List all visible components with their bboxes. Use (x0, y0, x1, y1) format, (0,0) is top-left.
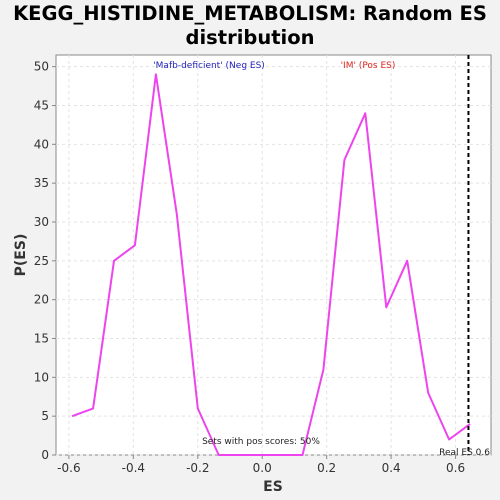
y-tick-label: 40 (34, 137, 49, 151)
y-tick-label: 25 (34, 254, 49, 268)
pos-scores-footnote: Sets with pos scores: 50% (202, 437, 320, 447)
x-tick-label: -0.2 (186, 461, 209, 475)
y-tick-label: 5 (41, 409, 49, 423)
y-tick-label: 10 (34, 370, 49, 384)
y-axis-ticks: 0 5 10 15 20 25 30 35 40 45 50 (34, 60, 56, 462)
x-tick-label: 0.4 (382, 461, 401, 475)
y-tick-label: 30 (34, 215, 49, 229)
y-tick-label: 35 (34, 176, 49, 190)
x-tick-label: 0.2 (317, 461, 336, 475)
real-es-label: Real ES 0.6 (439, 448, 490, 458)
x-axis-label: ES (263, 479, 283, 495)
y-tick-label: 50 (34, 60, 49, 74)
pos-es-label: 'IM' (Pos ES) (341, 61, 396, 71)
chart-title-line2: distribution (186, 26, 315, 49)
chart-title-line1: KEGG_HISTIDINE_METABOLISM: Random ES (13, 2, 487, 25)
series-line (71, 73, 471, 456)
y-tick-label: 20 (34, 293, 49, 307)
y-tick-label: 0 (41, 448, 49, 462)
x-tick-label: -0.6 (57, 461, 80, 475)
x-tick-label: -0.4 (122, 461, 145, 475)
x-tick-label: 0.6 (446, 461, 465, 475)
x-axis-ticks: -0.6 -0.4 -0.2 0.0 0.2 0.4 0.6 (57, 455, 465, 475)
x-tick-label: 0.0 (253, 461, 272, 475)
neg-es-label: 'Mafb-deficient' (Neg ES) (153, 61, 265, 71)
plot-area (55, 54, 492, 456)
y-tick-label: 15 (34, 331, 49, 345)
y-tick-label: 45 (34, 98, 49, 112)
y-axis-label: P(ES) (13, 234, 29, 277)
